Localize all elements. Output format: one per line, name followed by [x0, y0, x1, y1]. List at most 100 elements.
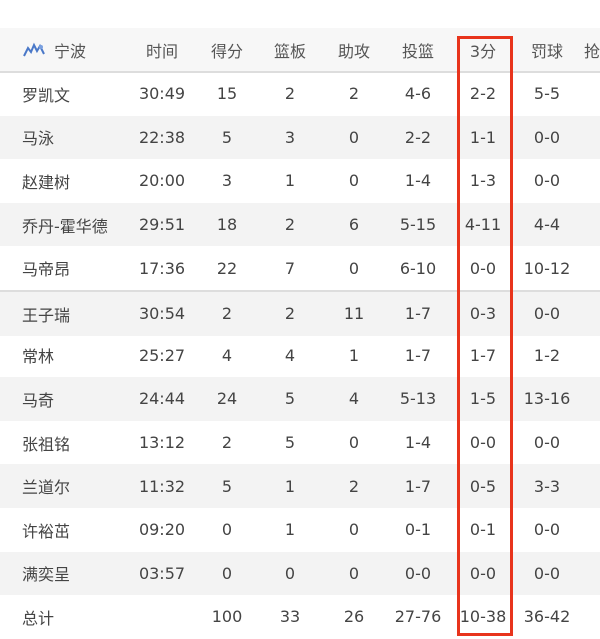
stat-cell: 5 [284, 433, 296, 453]
stat-cell: 1-4 [404, 433, 432, 453]
table-row: 常林 25:27 4 4 1 1-7 1-7 1-2 [0, 334, 600, 378]
table-header: 宁波 时间 得分 篮板 助攻 投篮 3分 罚球抢断 [0, 28, 600, 73]
player-name[interactable]: 马泳 [22, 129, 55, 149]
stat-cell: 2 [284, 84, 296, 104]
table-row: 赵建树 20:00 3 1 0 1-4 1-3 0-0 [0, 159, 600, 203]
stat-cell: 4-6 [404, 84, 432, 104]
stat-cell: 22:38 [138, 127, 186, 147]
stat-cell: 0 [348, 433, 360, 453]
stat-cell: 2 [284, 304, 296, 324]
stat-cell: 0-0 [533, 304, 561, 324]
stat-cell: 0 [284, 563, 296, 583]
stat-cell: 0-0 [469, 258, 497, 278]
stat-cell: 1 [348, 345, 360, 365]
stat-cell: 0-0 [533, 563, 561, 583]
stat-cell: 0-0 [533, 433, 561, 453]
stat-cell: 03:57 [138, 563, 186, 583]
stat-cell: 20:00 [138, 171, 186, 191]
column-header[interactable]: 抢断 [583, 41, 600, 61]
column-header[interactable]: 助攻 [337, 41, 370, 61]
stat-cell: 0-3 [469, 304, 497, 324]
stat-cell: 27-76 [394, 607, 442, 627]
stat-cell: 2-2 [404, 127, 432, 147]
team-header: 宁波 [22, 28, 86, 71]
player-name[interactable]: 乔丹-霍华德 [22, 216, 108, 236]
team-name: 宁波 [54, 41, 87, 61]
player-name[interactable]: 马奇 [22, 390, 55, 410]
stat-cell: 5 [221, 127, 233, 147]
column-header[interactable]: 时间 [145, 41, 178, 61]
stat-cell: 11:32 [138, 476, 186, 496]
stat-cell: 10-12 [523, 258, 571, 278]
stat-cell: 1 [284, 520, 296, 540]
stat-cell: 5 [284, 389, 296, 409]
stat-cell: 1-3 [469, 171, 497, 191]
column-header[interactable]: 投篮 [401, 41, 434, 61]
stat-cell: 0 [348, 171, 360, 191]
column-header[interactable]: 得分 [210, 41, 243, 61]
stat-cell: 4-11 [464, 215, 502, 235]
table-row: 马帝昂 17:36 22 7 0 6-10 0-0 10-12 [0, 246, 600, 290]
player-name[interactable]: 兰道尔 [22, 478, 71, 498]
stat-cell: 4 [284, 345, 296, 365]
player-name[interactable]: 马帝昂 [22, 260, 71, 280]
player-name[interactable]: 王子瑞 [22, 305, 71, 325]
stat-cell: 2 [221, 433, 233, 453]
stat-cell: 26 [343, 607, 365, 627]
table-row: 马泳 22:38 5 3 0 2-2 1-1 0-0 [0, 115, 600, 160]
stat-cell: 0-0 [469, 433, 497, 453]
stat-cell: 1-5 [469, 389, 497, 409]
stat-cell: 0-1 [469, 520, 497, 540]
stat-cell: 13:12 [138, 433, 186, 453]
stat-cell: 4 [221, 345, 233, 365]
stat-cell: 13-16 [523, 389, 571, 409]
column-header[interactable]: 3分 [469, 41, 497, 61]
stat-cell: 0-0 [533, 127, 561, 147]
stat-cell: 17:36 [138, 258, 186, 278]
stat-cell: 5-5 [533, 84, 561, 104]
stat-cell: 0 [348, 520, 360, 540]
stat-cell: 1-7 [404, 304, 432, 324]
stat-cell: 0 [348, 258, 360, 278]
stat-cell: 1 [284, 476, 296, 496]
stat-cell: 30:54 [138, 304, 186, 324]
stat-cell: 2 [348, 84, 360, 104]
stat-cell: 29:51 [138, 215, 186, 235]
stat-cell: 0-1 [404, 520, 432, 540]
table-row: 兰道尔 11:32 5 1 2 1-7 0-5 3-3 [0, 464, 600, 508]
stat-cell: 1-1 [469, 127, 497, 147]
stat-cell: 2-2 [469, 84, 497, 104]
stat-cell: 1-4 [404, 171, 432, 191]
player-name[interactable]: 许裕茁 [22, 521, 71, 541]
stat-cell: 15 [216, 84, 238, 104]
player-name[interactable]: 赵建树 [22, 172, 71, 192]
stat-cell: 4-4 [533, 215, 561, 235]
player-name[interactable]: 张祖铭 [22, 434, 71, 454]
stat-cell: 22 [216, 258, 238, 278]
stat-cell: 0 [348, 563, 360, 583]
stat-cell: 0-0 [404, 563, 432, 583]
table-row: 张祖铭 13:12 2 5 0 1-4 0-0 0-0 [0, 421, 600, 465]
stat-cell: 0 [221, 563, 233, 583]
stat-cell: 4 [348, 389, 360, 409]
column-header[interactable]: 罚球 [530, 41, 563, 61]
stat-cell: 33 [279, 607, 301, 627]
player-name[interactable]: 罗凯文 [22, 85, 71, 105]
stat-cell: 2 [221, 304, 233, 324]
stat-cell: 7 [284, 258, 296, 278]
stat-cell: 3 [221, 171, 233, 191]
total-row: 总计 100 33 26 27-76 10-38 36-42 [0, 595, 600, 639]
stat-cell: 24 [216, 389, 238, 409]
player-name[interactable]: 满奕呈 [22, 565, 71, 585]
table-row: 满奕呈 03:57 0 0 0 0-0 0-0 0-0 [0, 551, 600, 596]
stat-cell: 6-10 [399, 258, 437, 278]
player-name[interactable]: 常林 [22, 347, 55, 367]
stat-cell: 0 [221, 520, 233, 540]
stat-cell: 1-7 [404, 476, 432, 496]
team-logo-icon [23, 42, 45, 56]
stat-cell: 24:44 [138, 389, 186, 409]
stat-cell: 0-0 [533, 171, 561, 191]
stat-cell: 30:49 [138, 84, 186, 104]
stat-cell: 0-5 [469, 476, 497, 496]
column-header[interactable]: 篮板 [273, 41, 306, 61]
